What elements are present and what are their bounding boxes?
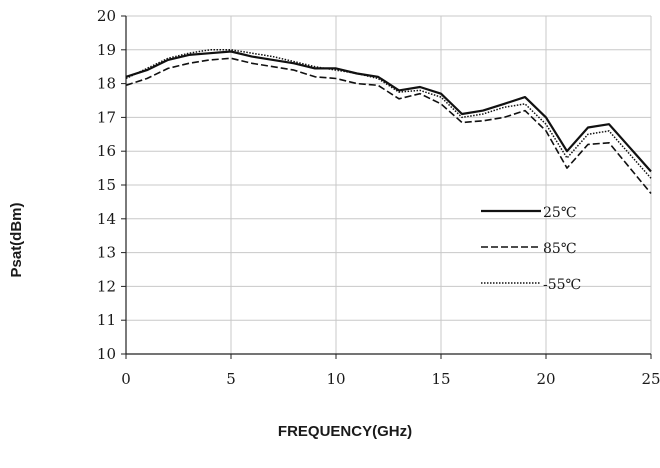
legend-label-2: 85℃	[543, 241, 576, 257]
series-line-3	[125, 49, 652, 179]
x-tick-label: 5	[226, 370, 236, 388]
x-axis-title: FREQUENCY(GHz)	[278, 423, 412, 440]
legend-label-1: 25℃	[543, 205, 576, 221]
gridlines	[126, 15, 652, 354]
legend: 25℃ 85℃ -55℃	[481, 205, 581, 293]
legend-label-3: -55℃	[543, 277, 581, 293]
x-tick-label: 0	[121, 370, 131, 388]
y-tick-label: 15	[97, 176, 116, 194]
y-tick-label: 11	[97, 311, 116, 329]
y-tick-label: 12	[97, 277, 116, 295]
series-lines	[125, 49, 652, 195]
series-line-2	[125, 57, 652, 195]
y-tick-label: 10	[97, 345, 116, 363]
y-tick-label: 19	[97, 41, 116, 59]
x-tick-label: 25	[641, 370, 660, 388]
y-tick-label: 14	[97, 210, 116, 228]
y-axis-title: Psat(dBm)	[8, 202, 25, 277]
axes	[121, 15, 652, 359]
x-tick-label: 15	[431, 370, 450, 388]
x-tick-label: 20	[536, 370, 555, 388]
y-tick-label: 20	[97, 7, 116, 25]
y-tick-label: 18	[97, 75, 116, 93]
series-line-1	[125, 50, 652, 173]
tick-labels: 10 11 12 13 14 15 16 17 18 19 20 0 5 10 15 20 25	[97, 7, 660, 388]
y-tick-label: 17	[97, 108, 116, 126]
x-tick-label: 10	[326, 370, 345, 388]
y-tick-label: 16	[97, 142, 116, 160]
y-tick-label: 13	[97, 244, 116, 262]
